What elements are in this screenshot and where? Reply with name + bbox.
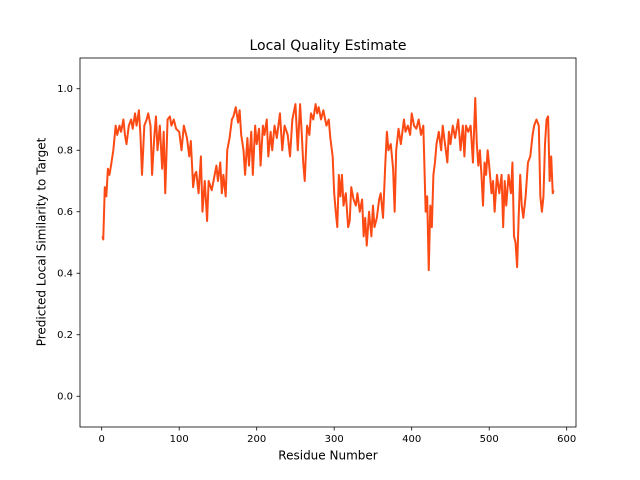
- chart-title: Local Quality Estimate: [249, 38, 406, 54]
- x-tick-label: 0: [99, 434, 105, 445]
- series-line: [101, 96, 555, 272]
- x-axis-label: Residue Number: [278, 449, 377, 463]
- y-tick-label: 0.2: [57, 330, 73, 341]
- y-tick-label: 0.8: [57, 145, 73, 156]
- x-tick-label: 500: [480, 434, 499, 445]
- x-tick-label: 200: [247, 434, 266, 445]
- y-tick-label: 0.0: [57, 391, 73, 402]
- x-tick-label: 100: [170, 434, 189, 445]
- y-tick-label: 0.6: [57, 207, 73, 218]
- y-tick-label: 0.4: [57, 268, 73, 279]
- plot-frame: [79, 57, 577, 428]
- y-tick-label: 1.0: [57, 84, 73, 95]
- x-tick-label: 300: [325, 434, 344, 445]
- y-axis-label: Predicted Local Similarity to Target: [35, 137, 49, 346]
- x-tick-label: 600: [557, 434, 576, 445]
- x-tick-label: 400: [402, 434, 421, 445]
